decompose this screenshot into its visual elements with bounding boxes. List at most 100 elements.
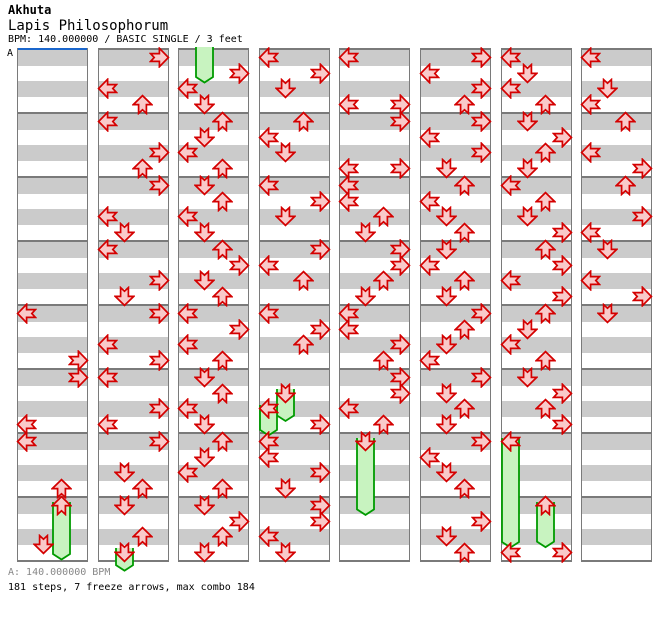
step-arrow-right [309,318,331,340]
song-title: Lapis Philosophorum [8,18,169,34]
step-arrow-left [97,367,119,389]
beat-stripe [582,465,651,481]
step-arrow-left [97,413,119,435]
beat-stripe [18,160,87,176]
beat-stripe [340,81,409,97]
step-arrow-right [389,254,411,276]
step-arrow-right [551,254,573,276]
step-arrow-left [500,47,522,69]
step-arrow-up [534,94,556,115]
bpm-marker-label: A [7,48,14,59]
step-arrow-up [211,526,233,548]
step-arrow-left [258,47,280,69]
beat-stripe [18,288,87,304]
beat-stripe [582,337,651,353]
step-arrow-down [194,126,216,148]
beat-stripe [582,416,651,432]
step-arrow-left [580,142,602,164]
beat-stripe [18,145,87,161]
measure-block [18,240,87,304]
step-arrow-up [453,94,475,115]
step-arrow-up [534,239,556,261]
step-arrow-up [453,542,475,563]
step-arrow-up [372,270,394,292]
step-arrow-up [453,175,475,197]
step-arrow-up [50,478,72,499]
step-arrow-right [148,142,170,164]
step-arrow-right [631,206,653,228]
step-arrow-down [275,382,297,404]
beat-stripe [18,178,87,194]
step-arrow-right [470,367,492,389]
step-arrow-right [309,239,331,261]
beat-stripe [582,480,651,496]
step-arrow-right [389,111,411,133]
beat-stripe [99,385,168,401]
step-arrow-left [258,254,280,276]
step-arrow-left [258,398,280,420]
step-arrow-up [453,398,475,420]
step-arrow-up [131,526,153,548]
beat-stripe [99,257,168,273]
step-arrow-up [372,414,394,435]
beat-stripe [18,385,87,401]
step-arrow-down [194,495,216,516]
step-arrow-up [453,270,475,292]
step-arrow-right [551,382,573,404]
step-arrow-down [597,303,619,324]
beat-stripe [421,498,490,514]
step-arrow-left [338,47,360,69]
step-arrow-left [500,78,522,100]
beat-stripe [18,449,87,465]
step-arrow-right [148,175,170,197]
step-summary: 181 steps, 7 freeze arrows, max combo 18… [8,582,255,593]
beat-stripe [18,193,87,209]
beat-stripe [582,65,651,81]
step-arrow-down [517,62,539,84]
step-arrow-left [97,334,119,356]
step-arrow-left [500,541,522,563]
step-arrow-up [131,478,153,499]
beat-stripe [582,544,651,560]
step-arrow-down [194,270,216,291]
step-arrow-right [309,190,331,212]
step-arrow-right [470,78,492,100]
beat-stripe [18,65,87,81]
step-arrow-left [258,303,280,325]
beat-stripe [582,434,651,450]
step-arrow-down [114,462,136,483]
step-arrow-left [500,175,522,197]
step-arrow-left [419,446,441,468]
step-arrow-down [436,413,458,435]
beat-stripe [582,370,651,386]
step-arrow-down [436,462,458,483]
step-arrow-right [551,221,573,243]
step-arrow-up [534,303,556,325]
step-arrow-left [419,349,441,371]
beat-stripe [18,337,87,353]
step-arrow-up [534,142,556,164]
step-arrow-left [500,334,522,356]
step-arrow-left [16,303,38,325]
step-arrow-left [580,47,602,69]
step-arrow-up [453,319,475,340]
step-arrow-left [580,93,602,115]
step-arrow-down [114,285,136,307]
beat-stripe [582,352,651,368]
step-arrow-right [551,285,573,307]
step-arrow-up [534,398,556,420]
step-arrow-up [50,495,72,517]
beat-stripe [260,288,329,304]
step-arrow-right [470,111,492,133]
beat-stripe [99,129,168,145]
beat-stripe [18,224,87,240]
step-arrow-left [177,398,199,420]
step-arrow-right [631,285,653,307]
step-arrow-right [470,47,492,69]
step-arrow-left [97,239,119,261]
step-arrow-down [436,206,458,227]
step-arrow-down [517,367,539,388]
step-arrow-right [389,382,411,404]
beat-stripe [18,401,87,417]
